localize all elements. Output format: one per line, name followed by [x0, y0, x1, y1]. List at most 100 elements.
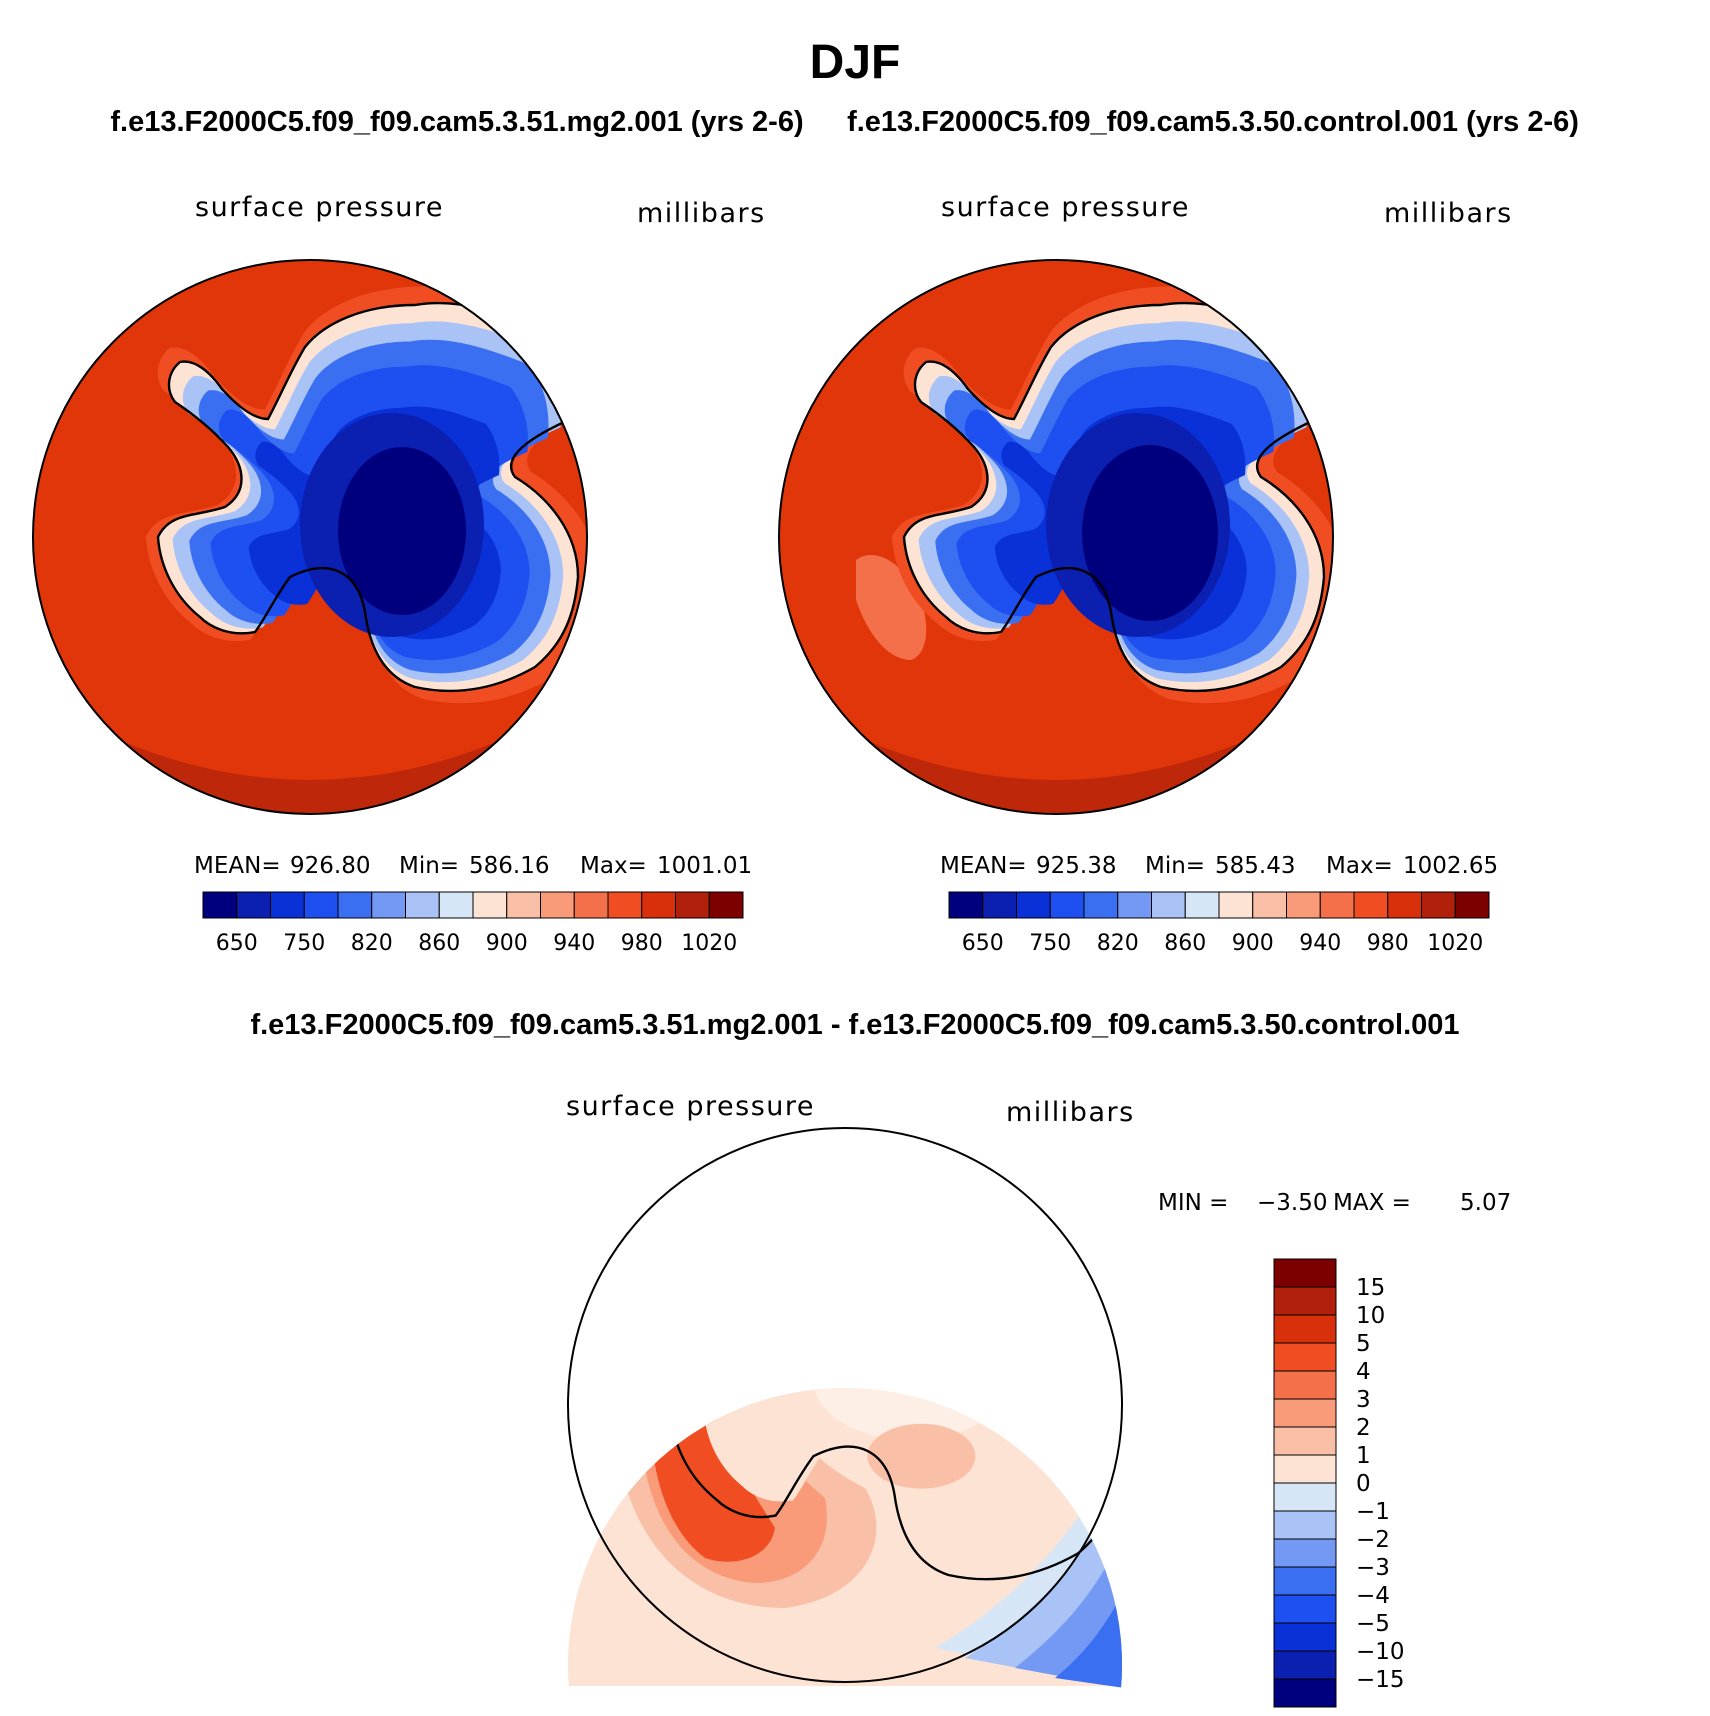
- colorbar-swatch: [472, 891, 508, 919]
- colorbar-swatch: [675, 891, 710, 919]
- colorbar-swatch: [1273, 1454, 1337, 1484]
- panel2-continent-field: [891, 284, 1333, 704]
- colorbar-tick-label: 2: [1356, 1415, 1371, 1441]
- diff-map-border: [567, 1127, 1123, 1683]
- colorbar-tick-label: 10: [1356, 1303, 1385, 1329]
- panel1-max: 1001.01: [657, 853, 752, 879]
- diff-stats: MIN = −3.50 MAX = 5.07: [1158, 1190, 1511, 1216]
- diff-pos-5: [648, 1408, 662, 1448]
- panel1-continent-field: [145, 284, 587, 704]
- colorbar-swatch: [982, 891, 1017, 919]
- diff-panel: surface pressure millibars: [566, 1091, 1511, 1708]
- colorbar-tick-label: −3: [1356, 1555, 1390, 1581]
- panel2-mean: 925.38: [1036, 853, 1116, 879]
- diff-max-label: MAX =: [1333, 1190, 1411, 1216]
- colorbar-tick-label: 820: [351, 931, 393, 956]
- colorbar-tick-label: 5: [1356, 1331, 1371, 1357]
- colorbar-swatch: [1273, 1482, 1337, 1512]
- panel2-min: 585.43: [1215, 853, 1295, 879]
- colorbar-swatch: [1117, 891, 1152, 919]
- diff-neg-lower-right-4: [1055, 1588, 1122, 1688]
- panel1-min: 586.16: [469, 853, 549, 879]
- colorbar-swatch: [540, 891, 575, 919]
- colorbar-tick-label: 940: [1299, 931, 1341, 956]
- panel1-mean-label: MEAN=: [194, 853, 281, 879]
- colorbar-swatch: [1273, 1258, 1337, 1288]
- panel1-max-label: Max=: [580, 853, 647, 879]
- colorbar-tick-label: 4: [1356, 1359, 1371, 1385]
- colorbar-swatch: [1273, 1370, 1337, 1400]
- colorbar-tick-label: −10: [1356, 1639, 1405, 1665]
- colorbar-swatch: [1218, 891, 1254, 919]
- colorbar-swatch: [1273, 1650, 1337, 1680]
- colorbar-swatch: [1273, 1398, 1337, 1428]
- colorbar-swatch: [1319, 891, 1355, 919]
- colorbar-tick-label: 0: [1356, 1471, 1371, 1497]
- colorbar-swatch: [607, 891, 643, 919]
- colorbar-swatch: [1151, 891, 1186, 919]
- colorbar-swatch: [1273, 1538, 1337, 1568]
- diff-case-title: f.e13.F2000C5.f09_f09.cam5.3.51.mg2.001 …: [250, 1009, 1459, 1041]
- panel2-max: 1002.65: [1403, 853, 1498, 879]
- panel2-case-title: f.e13.F2000C5.f09_f09.cam5.3.50.control.…: [847, 106, 1579, 138]
- colorbar-tick-label: 820: [1097, 931, 1139, 956]
- colorbar-swatch: [1273, 1566, 1337, 1596]
- panel1: surface pressure millibars MEAN= 926.80 …: [32, 192, 764, 956]
- colorbar-tick-label: 1020: [1427, 931, 1483, 956]
- diff-neg-band-1: [568, 1388, 705, 1428]
- colorbar-swatch: [438, 891, 474, 919]
- panel2-max-label: Max=: [1326, 853, 1393, 879]
- colorbar-swatch: [405, 891, 440, 919]
- colorbar-swatch: [1273, 1594, 1337, 1624]
- colorbar-tick-label: −1: [1356, 1499, 1390, 1525]
- colorbar-tick-label: 1: [1356, 1443, 1371, 1469]
- colorbar-swatch: [270, 891, 305, 919]
- colorbar-swatch: [506, 891, 541, 919]
- colorbar-swatch: [708, 891, 744, 919]
- panel2-variable: surface pressure: [941, 192, 1190, 223]
- colorbar-tick-label: −4: [1356, 1583, 1390, 1609]
- panel2: surface pressure millibars: [778, 192, 1513, 956]
- diff-neg-upper-right: [985, 1124, 1125, 1348]
- diff-min-label: MIN =: [1158, 1190, 1228, 1216]
- figure-title: DJF: [810, 36, 901, 89]
- colorbar-swatch: [1273, 1622, 1337, 1652]
- colorbar-swatch: [1421, 891, 1456, 919]
- colorbar-tick-label: 860: [418, 931, 460, 956]
- colorbar-tick-label: 3: [1356, 1387, 1371, 1413]
- diff-variable: surface pressure: [566, 1091, 815, 1122]
- colorbar-tick-label: 980: [621, 931, 663, 956]
- diff-map: [567, 1124, 1125, 1688]
- panel2-mean-label: MEAN=: [940, 853, 1027, 879]
- panel2-units: millibars: [1384, 198, 1513, 229]
- panel1-map-border: [32, 259, 588, 815]
- colorbar-swatch: [236, 891, 271, 919]
- diff-max: 5.07: [1460, 1190, 1511, 1216]
- panel2-map: [778, 259, 1334, 815]
- colorbar-tick-label: 980: [1367, 931, 1409, 956]
- panel1-mean: 926.80: [290, 853, 370, 879]
- colorbar-swatch: [337, 891, 373, 919]
- colorbar-tick-label: 750: [1029, 931, 1071, 956]
- colorbar-swatch: [1454, 891, 1490, 919]
- colorbar-swatch: [1016, 891, 1051, 919]
- panel2-map-border: [778, 259, 1334, 815]
- colorbar-swatch: [573, 891, 609, 919]
- colorbar-swatch: [1273, 1314, 1337, 1344]
- colorbar-swatch: [1252, 891, 1287, 919]
- colorbar-swatch: [641, 891, 676, 919]
- panel2-colorbar: 650 750 820 860 900 940 980 1020: [948, 891, 1490, 956]
- colorbar-swatch: [1083, 891, 1119, 919]
- colorbar-tick-label: 860: [1164, 931, 1206, 956]
- panel2-stats: MEAN= 925.38 Min= 585.43 Max= 1002.65: [940, 853, 1498, 879]
- colorbar-tick-label: −2: [1356, 1527, 1390, 1553]
- colorbar-swatch: [1273, 1286, 1337, 1316]
- colorbar-swatch: [1273, 1510, 1337, 1540]
- panel1-case-title: f.e13.F2000C5.f09_f09.cam5.3.51.mg2.001 …: [110, 106, 803, 138]
- colorbar-tick-label: 650: [962, 931, 1004, 956]
- colorbar-swatch: [1273, 1342, 1337, 1372]
- colorbar-swatch: [1049, 891, 1085, 919]
- colorbar-tick-label: 900: [486, 931, 528, 956]
